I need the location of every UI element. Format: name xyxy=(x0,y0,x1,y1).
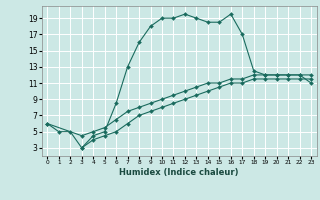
X-axis label: Humidex (Indice chaleur): Humidex (Indice chaleur) xyxy=(119,168,239,177)
